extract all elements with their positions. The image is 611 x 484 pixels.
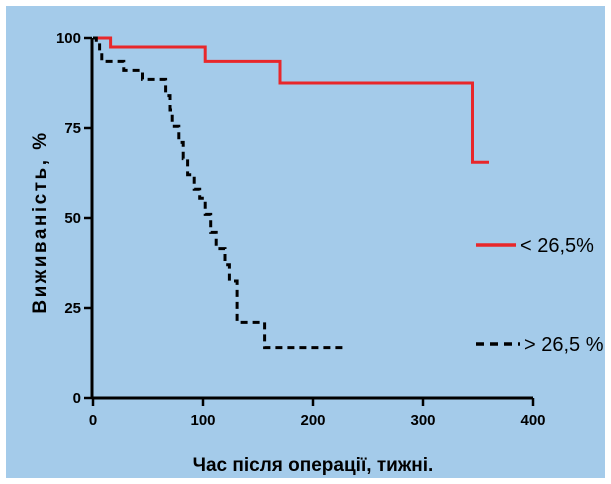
series-low-line xyxy=(93,36,489,164)
y-tick-label-0: 0 xyxy=(73,390,81,407)
legend-label-low: < 26,5% xyxy=(520,235,594,257)
ticks-layer: 0 100 200 300 400 0 25 50 75 100 xyxy=(56,30,546,429)
x-axis-title: Час після операції, тижні. xyxy=(193,455,434,476)
x-tick-label-200: 200 xyxy=(300,412,325,429)
y-tick-label-50: 50 xyxy=(64,210,81,227)
legend-label-high: > 26,5 % xyxy=(524,334,604,356)
x-tick-label-0: 0 xyxy=(89,412,97,429)
x-tick-label-300: 300 xyxy=(410,412,435,429)
x-tick-label-400: 400 xyxy=(520,412,545,429)
series-layer xyxy=(93,36,489,350)
y-tick-label-75: 75 xyxy=(64,120,81,137)
y-tick-label-100: 100 xyxy=(56,30,81,47)
y-tick-label-25: 25 xyxy=(64,300,81,317)
x-tick-label-100: 100 xyxy=(190,412,215,429)
chart-background xyxy=(6,6,605,478)
legend: < 26,5% > 26,5 % xyxy=(476,235,604,356)
y-axis-title: Виживаність, % xyxy=(30,130,51,313)
series-high-line xyxy=(93,36,346,350)
